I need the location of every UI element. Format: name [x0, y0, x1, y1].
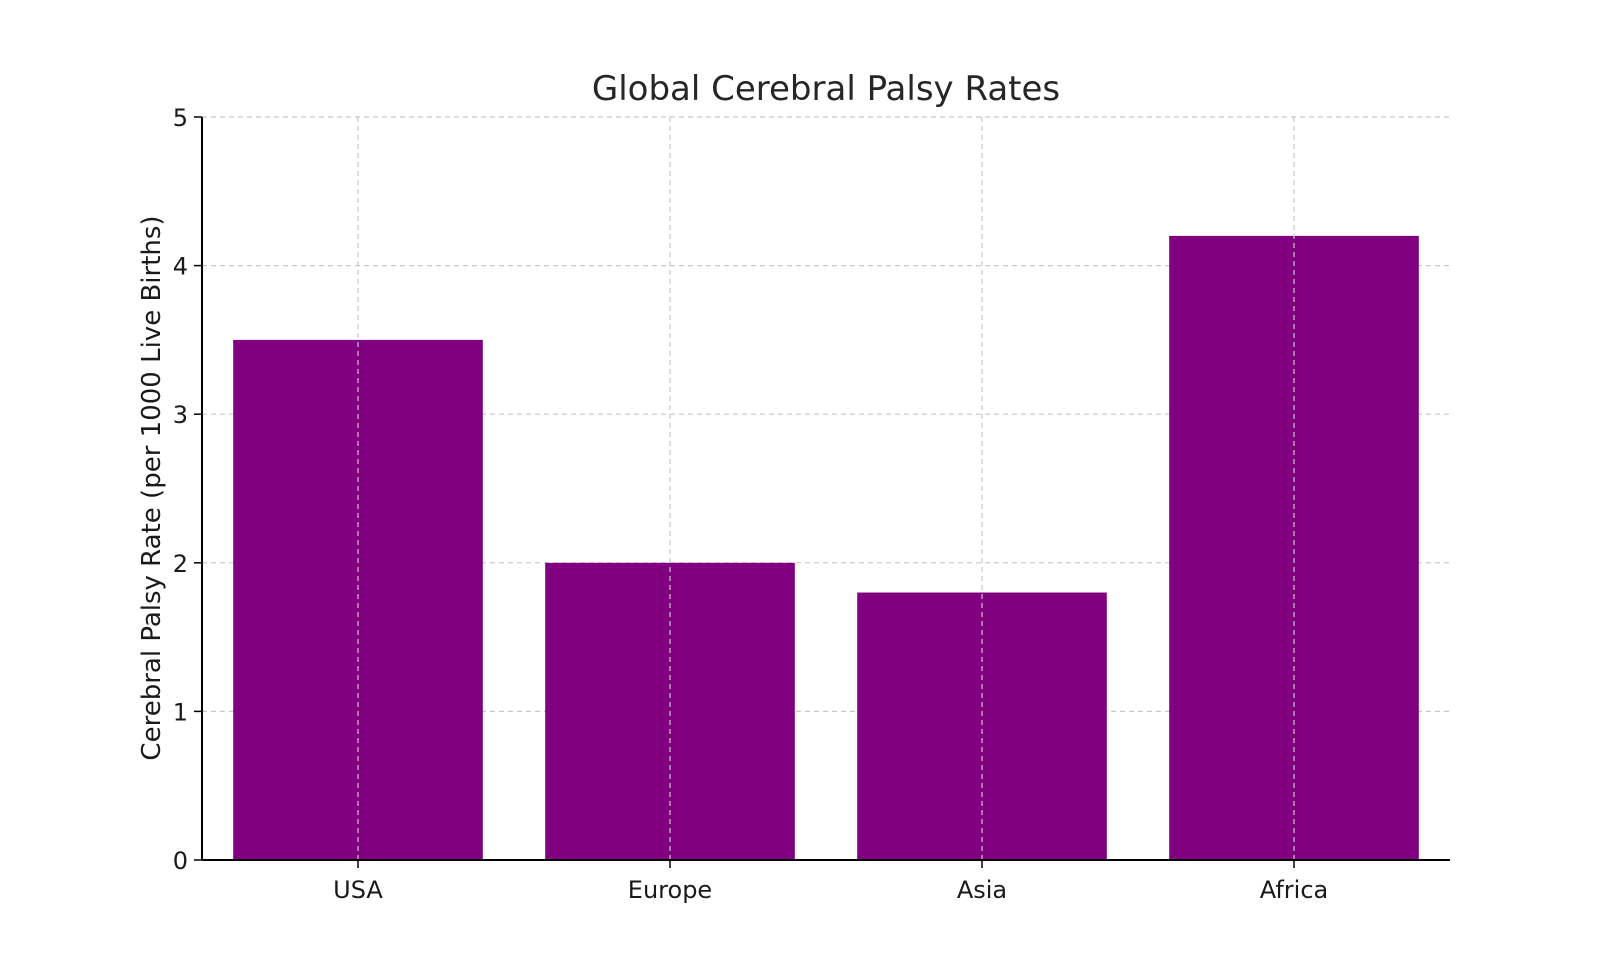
bar-layer	[233, 235, 1419, 860]
bar-asia	[857, 592, 1107, 860]
vertical-grid-layer	[357, 117, 1295, 860]
y-tick-label: 2	[173, 550, 188, 578]
y-tick-label: 3	[173, 401, 188, 429]
x-tick-label-asia: Asia	[957, 876, 1007, 904]
y-axis-label: Cerebral Palsy Rate (per 1000 Live Birth…	[137, 215, 167, 760]
y-tick-label: 4	[173, 253, 188, 281]
y-tick-label: 0	[173, 847, 188, 875]
label-layer: Global Cerebral Palsy Rates Cerebral Pal…	[137, 69, 1328, 904]
y-tick-label: 5	[173, 104, 188, 132]
x-tick-label-europe: Europe	[628, 876, 712, 904]
chart-title: Global Cerebral Palsy Rates	[592, 69, 1060, 109]
x-tick-label-africa: Africa	[1260, 876, 1328, 904]
axis-layer	[194, 116, 1450, 868]
bar-africa	[1169, 235, 1419, 860]
y-tick-label: 1	[173, 698, 188, 726]
x-tick-label-usa: USA	[333, 876, 383, 904]
